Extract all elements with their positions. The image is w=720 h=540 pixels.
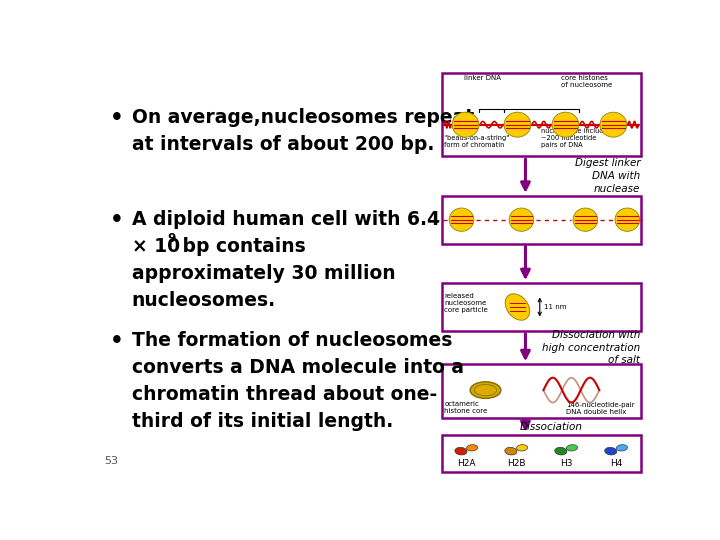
- Text: H2B: H2B: [507, 459, 526, 468]
- Text: •: •: [109, 210, 123, 231]
- Text: Dissociation: Dissociation: [520, 422, 583, 431]
- Text: •: •: [109, 331, 123, 351]
- Text: 9: 9: [167, 232, 176, 245]
- Text: core histones
of nucleosome: core histones of nucleosome: [562, 75, 613, 87]
- Text: converts a DNA molecule into a: converts a DNA molecule into a: [132, 358, 464, 377]
- Ellipse shape: [600, 112, 626, 137]
- FancyBboxPatch shape: [441, 435, 642, 472]
- Text: Digest linker
DNA with
nuclease: Digest linker DNA with nuclease: [575, 158, 640, 194]
- Ellipse shape: [452, 112, 479, 137]
- Text: 11 nm: 11 nm: [544, 304, 567, 310]
- Text: On average,nucleosomes repeat: On average,nucleosomes repeat: [132, 109, 474, 127]
- Ellipse shape: [474, 384, 497, 396]
- FancyBboxPatch shape: [441, 364, 642, 418]
- FancyBboxPatch shape: [441, 196, 642, 244]
- Ellipse shape: [455, 447, 467, 455]
- Text: Dissociation with
high concentration
of salt: Dissociation with high concentration of …: [542, 330, 640, 366]
- Ellipse shape: [573, 208, 598, 231]
- Text: octameric
histone core: octameric histone core: [444, 401, 487, 414]
- Text: 53: 53: [104, 456, 118, 466]
- Ellipse shape: [516, 444, 528, 451]
- Text: × 10: × 10: [132, 238, 180, 256]
- FancyBboxPatch shape: [441, 283, 642, 331]
- Ellipse shape: [616, 444, 627, 451]
- Ellipse shape: [552, 112, 579, 137]
- Ellipse shape: [567, 444, 577, 451]
- Ellipse shape: [554, 447, 567, 455]
- Text: chromatin thread about one-: chromatin thread about one-: [132, 385, 437, 404]
- Ellipse shape: [505, 294, 530, 320]
- Text: at intervals of about 200 bp.: at intervals of about 200 bp.: [132, 136, 434, 154]
- FancyBboxPatch shape: [441, 73, 642, 156]
- Text: approximately 30 million: approximately 30 million: [132, 265, 395, 284]
- Ellipse shape: [504, 112, 531, 137]
- Ellipse shape: [509, 208, 534, 231]
- Text: The formation of nucleosomes: The formation of nucleosomes: [132, 331, 452, 350]
- Text: bp contains: bp contains: [176, 238, 306, 256]
- Text: A diploid human cell with 6.4: A diploid human cell with 6.4: [132, 210, 440, 230]
- Text: nucleosome includes
~200 nucleotide
pairs of DNA: nucleosome includes ~200 nucleotide pair…: [541, 128, 611, 148]
- Text: H2A: H2A: [457, 459, 476, 468]
- Ellipse shape: [449, 208, 474, 231]
- Ellipse shape: [505, 447, 517, 455]
- Text: linker DNA: linker DNA: [464, 75, 501, 81]
- Text: "beads-on-a-string"
form of chromatin: "beads-on-a-string" form of chromatin: [444, 135, 510, 148]
- Ellipse shape: [470, 382, 501, 399]
- Text: •: •: [109, 109, 123, 129]
- Text: nucleosomes.: nucleosomes.: [132, 292, 276, 310]
- Ellipse shape: [605, 447, 617, 455]
- Ellipse shape: [615, 208, 639, 231]
- Text: 146-nucleotide-pair
DNA double helix: 146-nucleotide-pair DNA double helix: [566, 402, 634, 415]
- Text: H3: H3: [560, 459, 572, 468]
- Text: H4: H4: [610, 459, 623, 468]
- Ellipse shape: [467, 444, 477, 451]
- Text: third of its initial length.: third of its initial length.: [132, 412, 393, 431]
- Text: released
nucleosome
core particle: released nucleosome core particle: [444, 293, 488, 313]
